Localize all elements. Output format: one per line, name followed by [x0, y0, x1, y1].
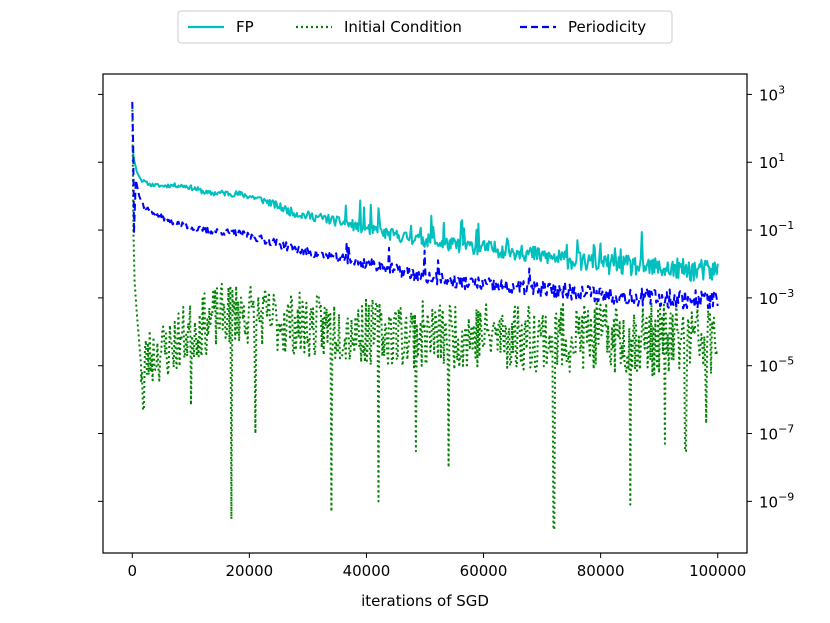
- legend-box: [177, 10, 673, 44]
- y-tick-label: 10−7: [759, 423, 794, 444]
- x-tick-label: 40000: [343, 562, 391, 580]
- y-tick-label: 10−3: [759, 287, 794, 308]
- y-tick-label: 10−1: [759, 219, 794, 240]
- x-axis: 0 20000 40000 60000 80000 100000: [127, 553, 746, 580]
- legend-label: Periodicity: [568, 18, 646, 36]
- x-tick-label: 100000: [689, 562, 746, 580]
- x-tick-label: 0: [127, 562, 137, 580]
- legend-label: Initial Condition: [344, 18, 462, 36]
- legend: FP Initial Condition Periodicity: [177, 10, 673, 44]
- series-line: [131, 101, 719, 310]
- x-axis-label: iterations of SGD: [361, 592, 489, 610]
- plot-frame: [102, 73, 748, 554]
- y-axis: 10−9 10−7 10−5 10−3 10−1 101 103: [98, 83, 794, 511]
- series-line: [131, 145, 719, 282]
- x-tick-label: 20000: [226, 562, 274, 580]
- y-tick-label: 103: [759, 83, 785, 104]
- x-tick-label: 60000: [460, 562, 508, 580]
- legend-label: FP: [236, 18, 254, 36]
- series-layer: [131, 101, 719, 531]
- y-tick-label: 10−9: [759, 490, 794, 511]
- y-tick-label: 101: [759, 151, 785, 172]
- x-tick-label: 80000: [577, 562, 625, 580]
- y-tick-label: 10−5: [759, 355, 794, 376]
